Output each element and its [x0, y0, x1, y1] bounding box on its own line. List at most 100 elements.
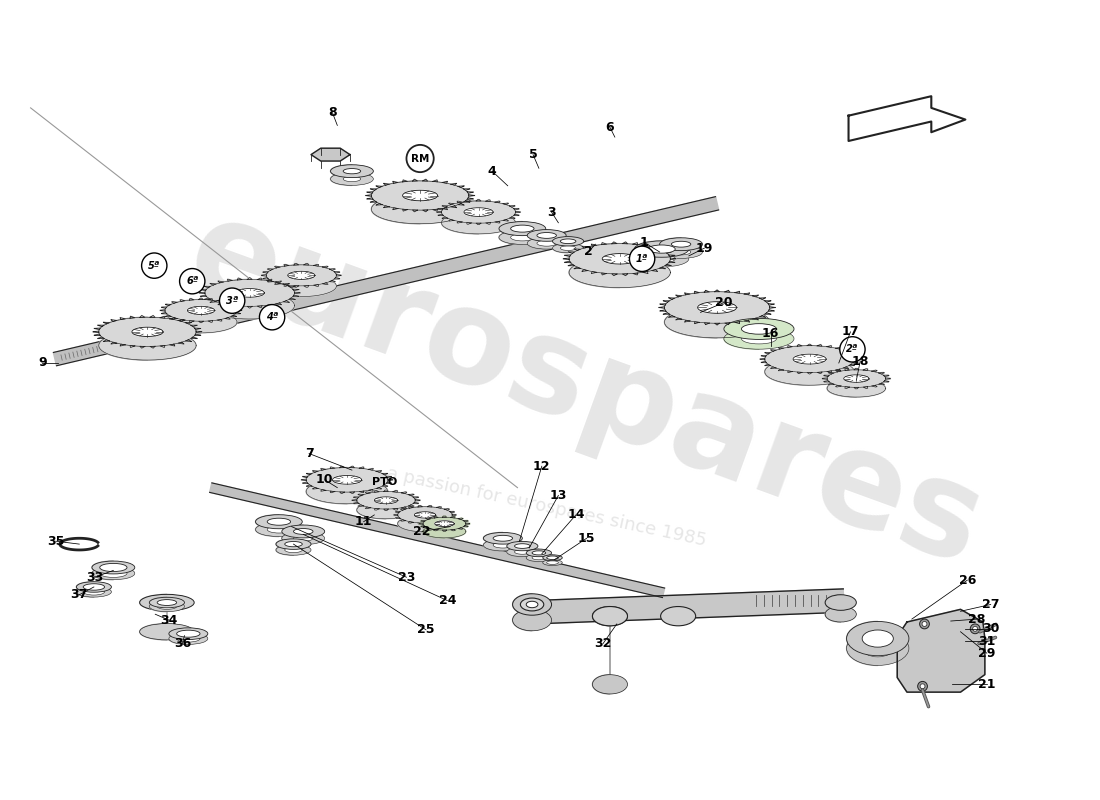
Text: 4ª: 4ª — [266, 312, 278, 322]
Polygon shape — [514, 214, 519, 216]
Polygon shape — [476, 199, 481, 201]
Polygon shape — [854, 387, 859, 389]
Polygon shape — [334, 272, 340, 273]
Polygon shape — [442, 208, 448, 210]
Polygon shape — [330, 165, 352, 186]
Ellipse shape — [513, 594, 551, 615]
Polygon shape — [764, 301, 771, 302]
Polygon shape — [398, 515, 452, 532]
Polygon shape — [422, 179, 428, 181]
Polygon shape — [99, 318, 147, 360]
Polygon shape — [592, 244, 596, 246]
Ellipse shape — [150, 598, 185, 608]
Polygon shape — [817, 372, 822, 374]
Polygon shape — [403, 190, 420, 214]
Polygon shape — [257, 306, 262, 308]
Polygon shape — [394, 514, 398, 516]
Polygon shape — [98, 325, 104, 326]
Ellipse shape — [741, 334, 777, 344]
Polygon shape — [715, 323, 719, 325]
Ellipse shape — [560, 239, 576, 244]
Polygon shape — [574, 267, 581, 269]
Polygon shape — [845, 386, 849, 388]
Polygon shape — [568, 264, 574, 266]
Polygon shape — [95, 328, 100, 330]
Polygon shape — [426, 518, 431, 519]
Polygon shape — [185, 322, 191, 324]
Polygon shape — [301, 479, 306, 481]
Ellipse shape — [157, 603, 177, 610]
Polygon shape — [187, 306, 214, 314]
Ellipse shape — [560, 246, 576, 250]
Polygon shape — [169, 344, 175, 346]
Polygon shape — [798, 345, 802, 346]
Polygon shape — [393, 182, 398, 183]
Ellipse shape — [84, 589, 104, 595]
Polygon shape — [660, 304, 667, 305]
Ellipse shape — [294, 535, 313, 541]
Polygon shape — [231, 304, 236, 306]
Circle shape — [972, 626, 978, 631]
Polygon shape — [376, 487, 382, 489]
Circle shape — [970, 624, 980, 634]
Ellipse shape — [343, 176, 361, 182]
Text: 1ª: 1ª — [636, 254, 648, 264]
Text: 11: 11 — [355, 515, 373, 528]
Polygon shape — [864, 369, 868, 370]
Polygon shape — [295, 292, 300, 294]
Polygon shape — [434, 521, 444, 534]
Polygon shape — [199, 292, 205, 294]
Ellipse shape — [100, 570, 126, 578]
Polygon shape — [807, 344, 812, 346]
Ellipse shape — [532, 551, 546, 555]
Polygon shape — [526, 549, 539, 562]
Polygon shape — [669, 298, 675, 299]
Polygon shape — [426, 528, 431, 530]
Text: 28: 28 — [968, 613, 986, 626]
Polygon shape — [437, 506, 441, 508]
Polygon shape — [451, 517, 455, 518]
Polygon shape — [235, 313, 241, 314]
Polygon shape — [276, 303, 282, 305]
Text: 14: 14 — [568, 509, 584, 522]
Polygon shape — [165, 304, 170, 306]
Polygon shape — [602, 273, 606, 275]
Polygon shape — [898, 610, 984, 692]
Polygon shape — [180, 300, 185, 302]
Polygon shape — [836, 386, 842, 387]
Ellipse shape — [483, 533, 522, 544]
Polygon shape — [228, 305, 232, 306]
Ellipse shape — [330, 173, 373, 186]
Polygon shape — [322, 282, 328, 285]
Polygon shape — [764, 313, 771, 314]
Polygon shape — [130, 316, 135, 318]
Polygon shape — [412, 210, 418, 212]
Polygon shape — [418, 523, 422, 524]
Circle shape — [142, 253, 167, 278]
Polygon shape — [195, 328, 201, 330]
Text: 37: 37 — [70, 588, 88, 602]
Polygon shape — [564, 261, 571, 262]
Polygon shape — [659, 267, 666, 269]
Polygon shape — [564, 255, 571, 257]
Polygon shape — [374, 497, 386, 514]
Polygon shape — [388, 479, 393, 481]
Ellipse shape — [92, 567, 135, 580]
Polygon shape — [660, 238, 681, 258]
Polygon shape — [321, 469, 326, 470]
Polygon shape — [368, 490, 374, 491]
Polygon shape — [306, 485, 312, 486]
Polygon shape — [386, 482, 392, 483]
Ellipse shape — [526, 554, 551, 562]
Text: 25: 25 — [417, 623, 434, 636]
Polygon shape — [403, 190, 438, 201]
Polygon shape — [476, 223, 481, 225]
Polygon shape — [450, 517, 454, 518]
Polygon shape — [384, 183, 389, 185]
Polygon shape — [463, 201, 470, 202]
Polygon shape — [854, 368, 859, 370]
Polygon shape — [205, 292, 295, 319]
Polygon shape — [311, 148, 350, 161]
Polygon shape — [208, 298, 212, 300]
Polygon shape — [384, 509, 388, 510]
